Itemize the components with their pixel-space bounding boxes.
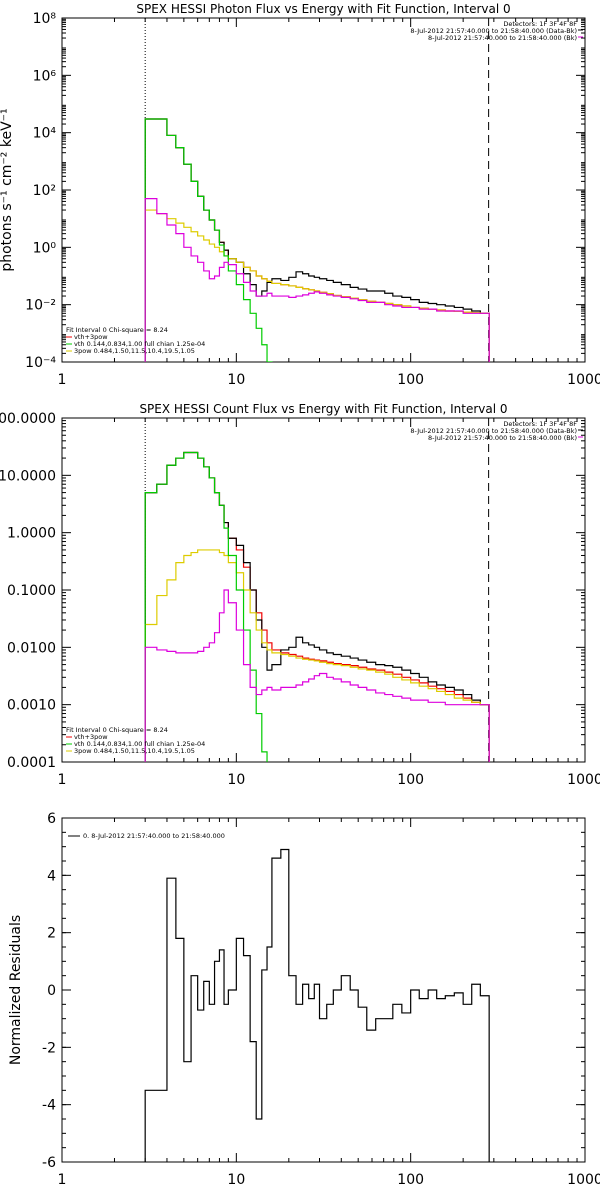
y-tick-label: 10²: [33, 183, 56, 199]
series-line: [144, 848, 490, 1162]
residuals-chart: 1 10 100 1000 -6 -4 -2 0 2 4 6 Normalized Residuals…: [8, 811, 600, 1188]
series-line: [144, 209, 490, 362]
x-tick-label: 10: [227, 772, 245, 788]
y-axis-label: Normalized Residuals: [8, 915, 24, 1065]
header-line: Detectors: 1F 3F 4F 8F: [503, 420, 577, 428]
legend-text: 0. 8-Jul-2012 21:57:40.000 to 21:58:40.0…: [83, 832, 225, 840]
header-line: 8-Jul-2012 21:57:40.000 to 21:58:40.000 …: [428, 434, 577, 442]
legend-text: vth+3pow: [74, 733, 108, 741]
y-tick-label: 0: [47, 983, 56, 999]
y-tick-label: 0.0010: [7, 698, 56, 714]
x-tick-label: 100: [397, 372, 424, 388]
y-axis-label: photons s⁻¹ cm⁻² keV⁻¹: [0, 108, 15, 271]
series-group: [144, 451, 490, 762]
y-tick-label: -4: [42, 1098, 56, 1114]
y-tick-label: 2: [47, 926, 56, 942]
y-tick-label: 10⁶: [33, 68, 57, 84]
y-tick-label: 10⁸: [33, 11, 57, 27]
series-line: [144, 451, 268, 762]
header-line: 8-Jul-2012 21:57:40.000 to 21:58:40.000 …: [410, 27, 577, 35]
y-tick-label: -2: [42, 1040, 56, 1056]
header-line: 8-Jul-2012 21:57:40.000 to 21:58:40.000 …: [410, 427, 577, 435]
series-line: [144, 118, 490, 362]
chart-title: SPEX HESSI Photon Flux vs Energy with Fi…: [136, 2, 510, 16]
x-tick-label: 1000: [567, 772, 600, 788]
y-tick-label: 10⁻²: [25, 298, 56, 314]
chart-title: SPEX HESSI Count Flux vs Energy with Fit…: [139, 402, 507, 416]
y-tick-label: 10.0000: [0, 468, 56, 484]
series-line: [144, 589, 490, 762]
y-tick-label: 6: [47, 811, 56, 827]
y-tick-label: 1.0000: [7, 526, 56, 542]
x-tick-label: 1: [58, 372, 67, 388]
x-tick-label: 10: [227, 1172, 245, 1188]
x-tick-label: 1: [58, 1172, 67, 1188]
y-tick-label: 0.1000: [7, 583, 56, 599]
series-group: [144, 118, 490, 362]
y-tick-label: 100.0000: [0, 411, 56, 427]
x-tick-label: 1000: [567, 372, 600, 388]
legend-text: 3pow 0.484,1.50,11.5,10.4,19.5,1.05: [74, 747, 195, 755]
series-line: [144, 118, 273, 362]
legend-text: 3pow 0.484,1.50,11.5,10.4,19.5,1.05: [74, 347, 195, 355]
legend-text: vth 0.144,0.834,1.00 full chian 1.25e-04: [74, 340, 205, 348]
header-line: 8-Jul-2012 21:57:40.000 to 21:58:40.000 …: [428, 34, 577, 42]
y-tick-label: 10⁰: [33, 240, 57, 256]
series-line: [144, 549, 490, 762]
plot-frame: [61, 417, 586, 763]
x-tick-label: 1000: [567, 1172, 600, 1188]
photon-flux-chart: SPEX HESSI Photon Flux vs Energy with Fi…: [0, 2, 600, 388]
plot-frame: [61, 17, 586, 363]
header-line: Detectors: 1F 3F 4F 8F: [503, 20, 577, 28]
x-tick-label: 1: [58, 772, 67, 788]
x-tick-label: 10: [227, 372, 245, 388]
y-tick-label: 4: [47, 868, 56, 884]
x-tick-label: 100: [397, 772, 424, 788]
series-line: [144, 198, 490, 362]
y-tick-label: -6: [42, 1155, 56, 1171]
y-tick-label: 0.0001: [7, 755, 56, 771]
y-tick-label: 10⁻⁴: [25, 355, 56, 371]
plot-frame: [61, 817, 586, 1163]
legend-text: vth+3pow: [74, 333, 108, 341]
legend-text: Fit Interval 0 Chi-square = 8.24: [66, 326, 168, 334]
legend-text: Fit Interval 0 Chi-square = 8.24: [66, 726, 168, 734]
y-tick-label: 0.0100: [7, 640, 56, 656]
x-tick-label: 100: [397, 1172, 424, 1188]
y-tick-label: 10⁴: [33, 126, 57, 142]
series-line: [144, 118, 490, 362]
series-group: [144, 848, 490, 1162]
legend-text: vth 0.144,0.834,1.00 full chian 1.25e-04: [74, 740, 205, 748]
count-flux-chart: SPEX HESSI Count Flux vs Energy with Fit…: [0, 402, 600, 788]
